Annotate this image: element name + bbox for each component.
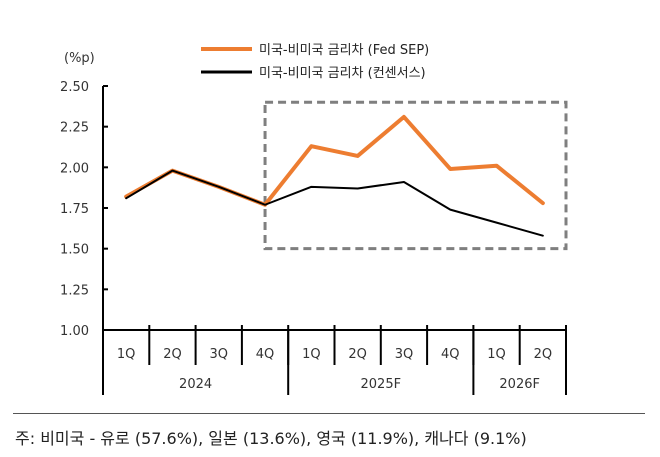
x-tick-label: 4Q bbox=[441, 347, 460, 362]
footnote-divider bbox=[13, 413, 645, 414]
x-group-label: 2024 bbox=[179, 377, 212, 392]
footnote: 주: 비미국 - 유로 (57.6%), 일본 (13.6%), 영국 (11.… bbox=[15, 429, 527, 448]
y-tick-label: 1.25 bbox=[60, 283, 89, 298]
legend-label: 미국-비미국 금리차 (컨센서스) bbox=[259, 66, 426, 81]
y-tick-label: 1.50 bbox=[60, 243, 89, 258]
x-tick-label: 2Q bbox=[348, 347, 367, 362]
y-tick-label: 2.25 bbox=[60, 121, 89, 136]
x-group-label: 2025F bbox=[361, 377, 402, 392]
y-axis-unit-label: (%p) bbox=[64, 51, 95, 66]
x-tick-label: 3Q bbox=[395, 347, 414, 362]
x-axis: 1Q 2Q 3Q 4Q 1Q 2Q 3Q 4Q 1Q 2Q 2024 2025F 2026F bbox=[102, 325, 567, 395]
x-tick-label: 1Q bbox=[302, 347, 321, 362]
x-tick-label: 4Q bbox=[256, 347, 275, 362]
x-tick-label: 1Q bbox=[487, 347, 506, 362]
y-tick-label: 1.75 bbox=[60, 202, 89, 217]
y-tick-label: 1.00 bbox=[60, 324, 89, 339]
y-axis: 1.00 1.25 1.50 1.75 2.00 2.25 2.50 bbox=[60, 80, 108, 339]
highlight-dashed-box bbox=[263, 100, 568, 251]
x-tick-label: 2Q bbox=[163, 347, 182, 362]
x-tick-label: 2Q bbox=[534, 347, 553, 362]
series-layer bbox=[124, 114, 545, 237]
x-group-label: 2026F bbox=[499, 377, 540, 392]
x-tick-label: 3Q bbox=[209, 347, 228, 362]
y-tick-label: 2.50 bbox=[60, 80, 89, 95]
series-line-fed-sep bbox=[124, 114, 545, 207]
line-chart: 미국-비미국 금리차 (Fed SEP) 미국-비미국 금리차 (컨센서스) (%… bbox=[60, 43, 568, 395]
x-tick-label: 1Q bbox=[117, 347, 136, 362]
legend-label: 미국-비미국 금리차 (Fed SEP) bbox=[259, 43, 429, 58]
legend: 미국-비미국 금리차 (Fed SEP) 미국-비미국 금리차 (컨센서스) bbox=[201, 43, 429, 81]
series-line-consensus bbox=[125, 169, 544, 237]
y-tick-label: 2.00 bbox=[60, 161, 89, 176]
